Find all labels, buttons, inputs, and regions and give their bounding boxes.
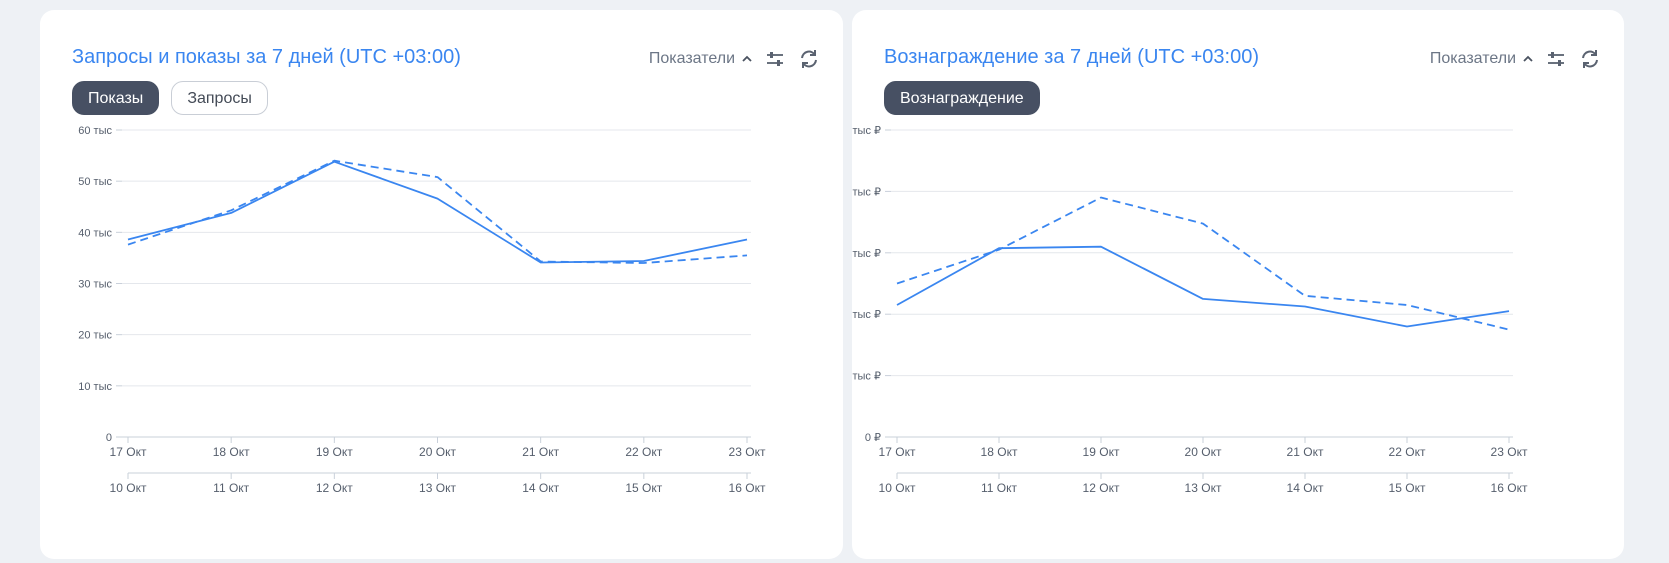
y-tick-label: 6 тыс ₽ [852, 248, 881, 260]
y-tick-label: 0 ₽ [865, 432, 881, 444]
metrics-dropdown-label: Показатели [648, 50, 735, 67]
compare-x-tick-label: 15 Окт [625, 481, 662, 495]
card-controls: Показатели [1430, 47, 1602, 71]
y-tick-label: 40 тыс [78, 227, 112, 239]
compare-x-tick-label: 12 Окт [1083, 481, 1120, 495]
compare-x-tick-label: 16 Окт [729, 481, 766, 495]
y-tick-label: 50 тыс [78, 176, 112, 188]
compare-x-tick-label: 11 Окт [213, 481, 250, 495]
compare-x-tick-label: 10 Окт [110, 481, 147, 495]
grid-lines [116, 129, 751, 438]
metrics-dropdown[interactable]: Показатели [649, 50, 753, 68]
series-line-dashed [127, 159, 748, 264]
x-tick-label: 22 Окт [1389, 445, 1426, 459]
requests-impressions-card: Запросы и показы за 7 дней (UTC +03:00) … [40, 10, 843, 559]
y-tick-label: 60 тыс [78, 125, 112, 137]
compare-x-tick-label: 14 Окт [1287, 481, 1324, 495]
reward-card: Вознаграждение за 7 дней (UTC +03:00) По… [852, 10, 1624, 559]
filter-settings-icon[interactable] [763, 47, 787, 71]
compare-x-tick-label: 15 Окт [1389, 481, 1426, 495]
card-title: Запросы и показы за 7 дней (UTC +03:00) [72, 46, 461, 68]
x-tick-label: 23 Окт [729, 445, 766, 459]
card-controls: Показатели [649, 47, 821, 71]
y-tick-label: 8 тыс ₽ [852, 186, 881, 198]
pill-reward[interactable]: Вознаграждение [884, 81, 1040, 115]
series-line-solid [896, 245, 1510, 328]
y-tick-label: 2 тыс ₽ [852, 371, 881, 383]
y-tick-label: 30 тыс [78, 279, 112, 291]
compare-x-tick-label: 11 Окт [981, 481, 1018, 495]
x-tick-label: 22 Окт [625, 445, 662, 459]
card-title: Вознаграждение за 7 дней (UTC +03:00) [884, 46, 1259, 68]
metric-pills: Вознаграждение [884, 81, 1040, 115]
compare-x-tick-label: 14 Окт [522, 481, 559, 495]
y-tick-label: 10 тыс ₽ [852, 125, 881, 137]
metrics-dropdown-label: Показатели [1429, 50, 1516, 67]
y-tick-label: 10 тыс [78, 381, 112, 393]
compare-x-tick-label: 16 Окт [1491, 481, 1528, 495]
compare-x-tick-label: 12 Окт [316, 481, 353, 495]
metric-pills: Показы Запросы [72, 81, 268, 115]
x-tick-label: 17 Окт [879, 445, 916, 459]
x-tick-label: 20 Окт [419, 445, 456, 459]
refresh-icon[interactable] [1578, 47, 1602, 71]
x-tick-label: 21 Окт [522, 445, 559, 459]
requests-impressions-chart: 0 10 тыс 20 тыс 30 тыс 40 тыс 50 тыс 60 тыс 17 … [78, 125, 766, 495]
metrics-dropdown[interactable]: Показатели [1430, 50, 1534, 68]
x-tick-label: 18 Окт [981, 445, 1018, 459]
chevron-up-icon [742, 55, 752, 62]
x-tick-label: 20 Окт [1185, 445, 1222, 459]
pill-requests[interactable]: Запросы [171, 81, 268, 115]
compare-x-tick-label: 13 Окт [1185, 481, 1222, 495]
series-line-dashed [896, 196, 1510, 331]
x-tick-label: 17 Окт [110, 445, 147, 459]
x-tick-label: 23 Окт [1491, 445, 1528, 459]
x-tick-label: 18 Окт [213, 445, 250, 459]
x-tick-label: 19 Окт [1083, 445, 1120, 459]
pill-impressions[interactable]: Показы [72, 81, 160, 115]
x-tick-label: 19 Окт [316, 445, 353, 459]
compare-x-tick-label: 10 Окт [879, 481, 916, 495]
y-tick-label: 0 [106, 432, 112, 444]
compare-x-tick-label: 13 Окт [419, 481, 456, 495]
series-line-solid [127, 160, 748, 264]
chevron-up-icon [1523, 55, 1533, 62]
y-tick-label: 4 тыс ₽ [852, 309, 881, 321]
reward-chart: 0 ₽ 2 тыс ₽ 4 тыс ₽ 6 тыс ₽ 8 тыс ₽ 10 тыс ₽ 1… [852, 125, 1528, 495]
x-tick-label: 21 Окт [1287, 445, 1324, 459]
y-tick-label: 20 тыс [78, 330, 112, 342]
filter-settings-icon[interactable] [1544, 47, 1568, 71]
grid-lines [885, 129, 1513, 438]
refresh-icon[interactable] [797, 47, 821, 71]
